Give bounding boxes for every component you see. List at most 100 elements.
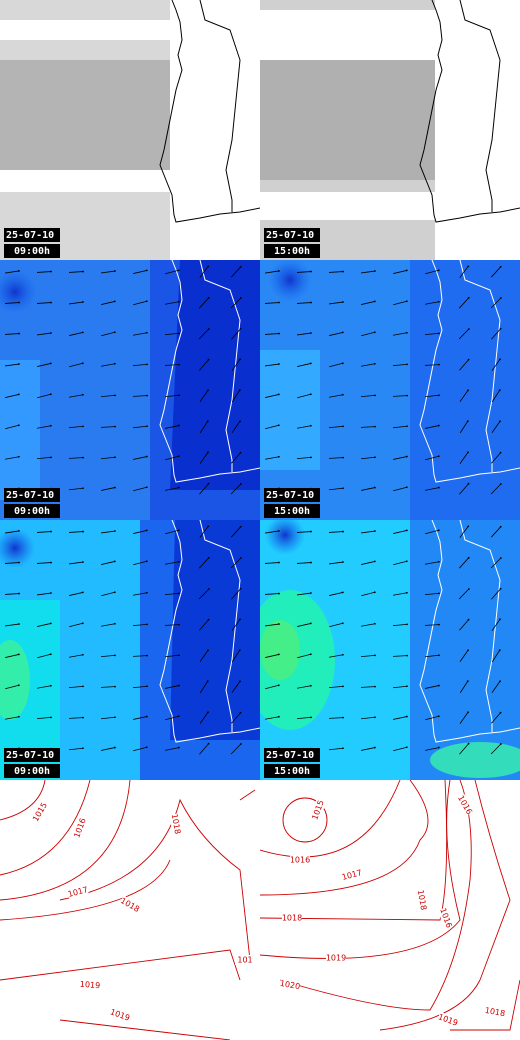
wind-arrow-head (17, 393, 20, 396)
wind-arrow (37, 425, 51, 429)
wind-arrow (199, 557, 209, 569)
wind-arrow (5, 270, 19, 274)
wind-arrow (392, 395, 408, 397)
wind-arrow (231, 452, 241, 464)
wind-arrow-head (278, 623, 280, 625)
wind-arrow (393, 746, 407, 752)
wind-arrow (393, 592, 407, 596)
wind-arrow-head (437, 560, 440, 563)
wind-arrow (199, 712, 209, 724)
isobar-label-bg (30, 800, 50, 824)
wind-arrow (101, 331, 115, 337)
wind-arrow-head (206, 420, 209, 423)
wind-arrow (37, 393, 51, 399)
wind-arrow-head (405, 746, 408, 749)
wind-arrow-head (467, 328, 470, 330)
wind-arrow-head (467, 296, 470, 299)
wind-arrow-head (207, 618, 210, 621)
wind-arrow (361, 301, 375, 305)
wind-arrow (100, 716, 116, 720)
wind-arrow (361, 363, 375, 367)
wind-arrow-head (341, 393, 344, 396)
wind-arrow (231, 526, 241, 538)
wind-arrow (101, 623, 115, 627)
wind-arrow-head (277, 455, 280, 458)
wind-arrow (133, 332, 147, 336)
isobar-label-bg (79, 979, 101, 991)
wind-arrow-head (341, 591, 344, 594)
wind-arrow (100, 686, 116, 688)
wind-arrow (425, 747, 439, 751)
wind-arrow (361, 487, 375, 491)
wind-arrow (164, 593, 180, 595)
wind-arrow-head (310, 456, 312, 459)
wind-arrow (37, 685, 51, 689)
isobar-label: 1015 (31, 801, 49, 823)
wind-arrow-head (207, 296, 210, 299)
wind-arrow-head (310, 332, 312, 334)
wind-arrow-head (239, 358, 241, 361)
wind-arrow (425, 455, 439, 461)
isobar-label-bg (309, 798, 327, 822)
wind-arrow (425, 715, 439, 721)
wind-arrow (459, 452, 469, 464)
wind-arrow-head (113, 591, 116, 594)
wind-arrow (36, 531, 52, 533)
wind-arrow (100, 655, 116, 657)
wind-arrow (459, 359, 469, 371)
wind-arrow (37, 332, 51, 336)
wind-arrow (264, 333, 280, 335)
time-label: 15:00h (274, 766, 310, 777)
wind-arrow-head (114, 270, 116, 272)
isobar-label-bg (71, 816, 89, 840)
wind-arrow-head (277, 684, 280, 687)
date-label: 25-07-10 (6, 230, 54, 241)
wind-arrow (69, 394, 83, 398)
wind-arrow (458, 588, 470, 600)
wind-arrow (230, 743, 242, 755)
wind-arrow (5, 456, 19, 460)
wind-arrow-head (278, 332, 280, 335)
date-clip: 25-07-10 (6, 230, 54, 241)
wind-arrow-head (207, 556, 210, 559)
wind-arrow (164, 654, 180, 658)
wind-arrow-head (373, 560, 376, 563)
wind-arrow-head (114, 654, 116, 657)
wind-arrow-head (499, 327, 502, 330)
wind-arrow-head (374, 685, 376, 688)
wind-arrow (491, 421, 501, 433)
wind-arrow-head (239, 265, 242, 268)
wind-arrow-head (49, 362, 52, 365)
wind-arrow (360, 716, 376, 720)
wind-arrow-head (239, 483, 242, 485)
wind-arrow-head (405, 269, 408, 272)
wind-arrow-head (499, 265, 502, 268)
wind-arrow (231, 389, 241, 403)
panel-wind-left (0, 260, 260, 520)
wind-arrow (424, 333, 440, 335)
wind-arrow (199, 359, 209, 371)
wind-arrow-head (438, 363, 440, 366)
wind-arrow (199, 483, 209, 495)
wind-arrow-head (467, 482, 470, 485)
wind-arrow-head (177, 455, 180, 458)
wind-arrow (68, 686, 84, 688)
wind-arrow-head (18, 270, 20, 272)
wind-arrow-head (81, 331, 84, 334)
wind-arrow-head (309, 393, 312, 396)
wind-arrow (199, 297, 209, 309)
wind-arrow-head (499, 451, 502, 454)
wind-arrow-head (178, 592, 180, 595)
time-label: 09:00h (14, 246, 50, 257)
wind-arrow (164, 364, 180, 366)
wind-arrow-head (342, 530, 344, 533)
wind-arrow (5, 530, 19, 534)
wind-arrow-head (277, 424, 280, 427)
wind-arrow-head (238, 389, 241, 392)
wind-arrow (101, 561, 115, 565)
isobar-label: 1018 (484, 1006, 506, 1018)
wind-arrow (459, 297, 469, 309)
wind-arrow-head (373, 300, 376, 303)
wind-arrow-head (18, 530, 20, 532)
wind-arrow-head (207, 711, 209, 714)
